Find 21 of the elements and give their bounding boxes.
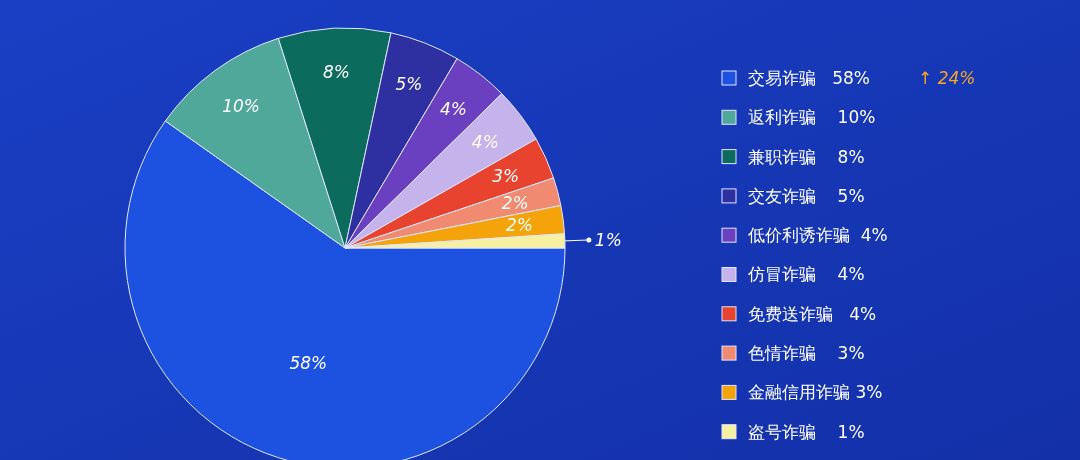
data-label: 4% (471, 131, 499, 152)
legend-label: 交易诈骗 58% (748, 67, 870, 88)
legend-label: 仿冒诈骗 4% (747, 264, 865, 285)
legend-label: 金融信用诈骗 3% (748, 382, 883, 403)
data-label: 58% (289, 353, 328, 374)
legend-label: 低价利诱诈骗 4% (748, 225, 888, 246)
legend-label: 兼职诈骗 8% (748, 146, 865, 167)
legend-label: 交友诈骗 5% (748, 185, 865, 206)
data-label: 2% (506, 215, 534, 236)
data-label: 5% (395, 74, 423, 95)
data-label: 4% (439, 99, 467, 120)
text: ↑ 24% (918, 67, 976, 88)
legend-label: 免费送诈骗 4% (748, 303, 877, 324)
legend-label: 色情诈骗 3% (748, 343, 865, 364)
data-label: 2% (501, 192, 529, 213)
legend-label: 返利诈骗 10% (748, 107, 876, 128)
data-label: 8% (322, 62, 350, 83)
data-label: 3% (492, 166, 520, 187)
data-label: 10% (222, 95, 260, 116)
data-label: 1% (594, 229, 622, 250)
legend-label: 盗号诈骗 1% (748, 421, 865, 442)
